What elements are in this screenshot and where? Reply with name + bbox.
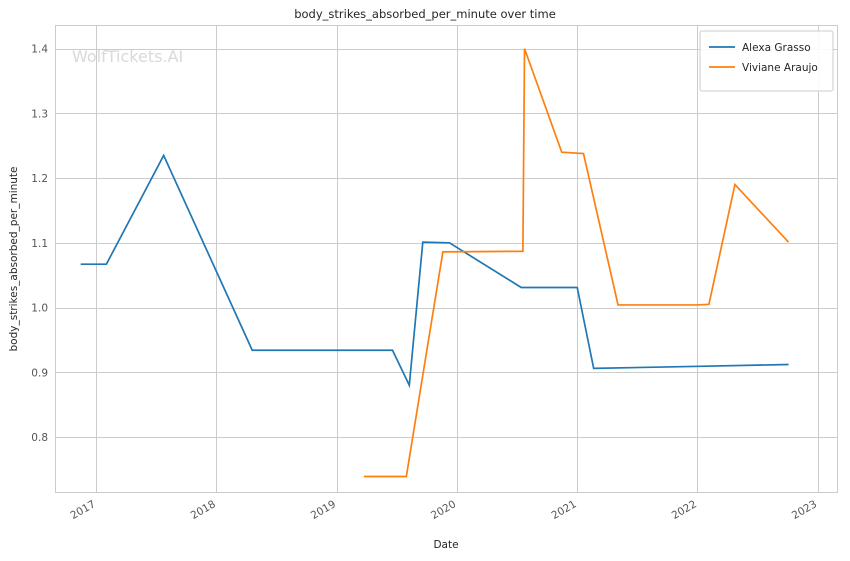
- y-axis-label: body_strikes_absorbed_per_minute: [8, 166, 20, 351]
- x-axis-label: Date: [433, 539, 458, 551]
- y-tick-label: 0.9: [31, 367, 48, 379]
- x-gridlines: [96, 26, 819, 492]
- chart-title: body_strikes_absorbed_per_minute over ti…: [294, 7, 556, 21]
- y-tick-labels: 0.8 0.9 1.0 1.1 1.2 1.3 1.4: [31, 44, 48, 444]
- chart-legend[interactable]: Alexa Grasso Viviane Araujo: [699, 30, 834, 92]
- legend-label-0[interactable]: Alexa Grasso: [742, 42, 811, 54]
- y-tick-label: 1.4: [31, 44, 48, 56]
- y-tick-label: 1.3: [31, 108, 48, 120]
- plot-area: [54, 24, 839, 494]
- y-tick-label: 1.0: [31, 303, 48, 315]
- series-line-0: [80, 153, 789, 389]
- legend-background: [699, 30, 834, 92]
- y-tick-label: 0.8: [31, 432, 48, 444]
- legend-label-1[interactable]: Viviane Araujo: [742, 62, 818, 74]
- y-tick-label: 1.2: [31, 173, 48, 185]
- y-tick-label: 1.1: [31, 238, 48, 250]
- series-line-1: [363, 48, 790, 478]
- watermark-label: WolfTickets.AI: [72, 47, 183, 66]
- series-lines: [80, 48, 790, 478]
